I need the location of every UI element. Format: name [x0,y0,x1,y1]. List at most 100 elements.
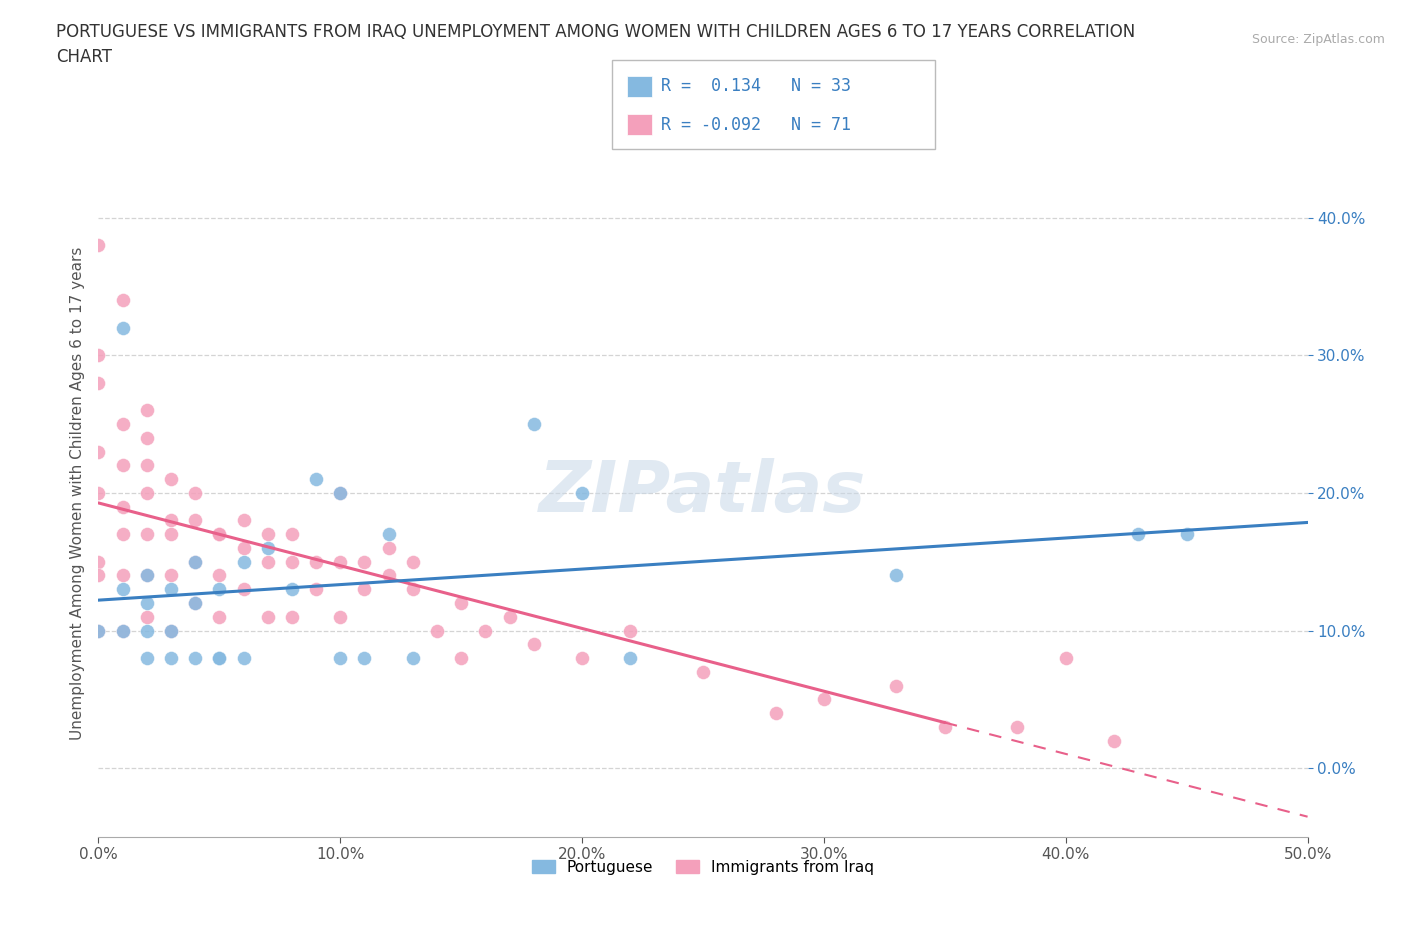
Point [184,651,207,666]
Point [184,595,207,610]
Point [934,720,956,735]
Point [305,582,328,597]
Point [305,472,328,486]
Point [208,582,231,597]
Point [135,485,157,500]
Point [450,651,472,666]
Text: R = -0.092   N = 71: R = -0.092 N = 71 [661,115,851,134]
Point [281,609,304,624]
Point [87,554,110,569]
Point [523,637,546,652]
Point [256,526,278,541]
Point [281,554,304,569]
Point [111,582,134,597]
Point [281,526,304,541]
Point [208,651,231,666]
Text: Source: ZipAtlas.com: Source: ZipAtlas.com [1251,33,1385,46]
Text: R =  0.134   N = 33: R = 0.134 N = 33 [661,77,851,96]
Point [329,485,352,500]
Point [87,623,110,638]
Point [402,554,425,569]
Legend: Portuguese, Immigrants from Iraq: Portuguese, Immigrants from Iraq [526,854,880,881]
Point [813,692,835,707]
Point [353,582,375,597]
Point [232,540,254,555]
Point [329,485,352,500]
Point [619,623,641,638]
Y-axis label: Unemployment Among Women with Children Ages 6 to 17 years: Unemployment Among Women with Children A… [69,246,84,739]
Point [474,623,496,638]
Point [111,499,134,514]
Point [184,595,207,610]
Point [160,623,183,638]
Point [135,431,157,445]
Point [256,609,278,624]
Point [571,651,593,666]
Point [402,582,425,597]
Point [353,554,375,569]
Point [619,651,641,666]
Point [135,526,157,541]
Point [377,526,399,541]
Point [87,238,110,253]
Point [329,609,352,624]
Point [87,348,110,363]
Point [135,403,157,418]
Point [160,582,183,597]
Point [111,293,134,308]
Point [160,651,183,666]
Point [426,623,449,638]
Point [208,651,231,666]
Text: PORTUGUESE VS IMMIGRANTS FROM IRAQ UNEMPLOYMENT AMONG WOMEN WITH CHILDREN AGES 6: PORTUGUESE VS IMMIGRANTS FROM IRAQ UNEMP… [56,23,1136,41]
Point [1128,526,1150,541]
Point [135,609,157,624]
Point [160,472,183,486]
Point [232,651,254,666]
Point [692,664,714,679]
Point [111,623,134,638]
Point [208,568,231,583]
Point [160,526,183,541]
Text: CHART: CHART [56,48,112,66]
Point [87,376,110,391]
Point [353,651,375,666]
Point [135,623,157,638]
Point [111,458,134,472]
Point [87,445,110,459]
Point [232,554,254,569]
Point [765,706,787,721]
Point [232,513,254,528]
Point [111,417,134,432]
Point [450,595,472,610]
Point [329,554,352,569]
Point [111,526,134,541]
Point [886,568,908,583]
Point [329,651,352,666]
Point [87,623,110,638]
Point [256,554,278,569]
Point [1102,733,1125,748]
Point [571,485,593,500]
Point [160,513,183,528]
Point [111,320,134,335]
Point [1007,720,1029,735]
Point [135,568,157,583]
Point [87,485,110,500]
Point [1054,651,1077,666]
Point [498,609,520,624]
Point [135,458,157,472]
Point [1175,526,1198,541]
Point [377,568,399,583]
Text: ZIPatlas: ZIPatlas [540,458,866,527]
Point [256,540,278,555]
Point [111,623,134,638]
Point [87,568,110,583]
Point [232,582,254,597]
Point [184,513,207,528]
Point [184,554,207,569]
Point [160,568,183,583]
Point [208,526,231,541]
Point [184,485,207,500]
Point [184,554,207,569]
Point [135,568,157,583]
